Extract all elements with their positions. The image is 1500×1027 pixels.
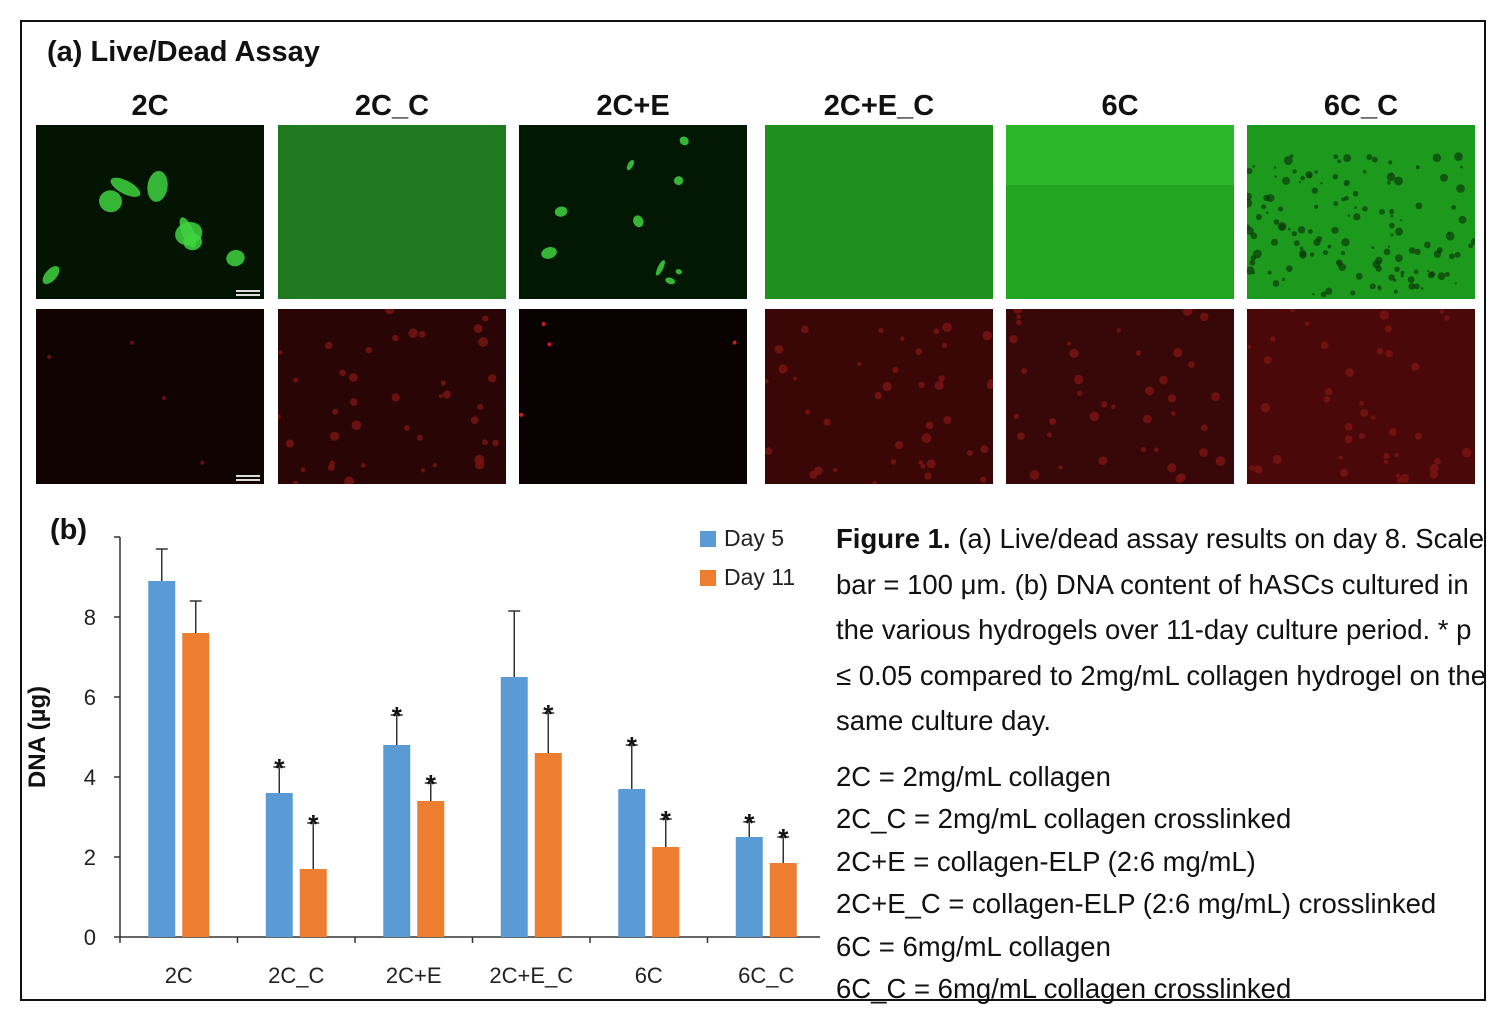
bar-day5: [500, 677, 528, 937]
significance-star: *: [274, 753, 285, 783]
x-tick-label: 2C: [165, 963, 193, 988]
y-tick-label: 6: [84, 685, 96, 710]
column-label-6c-c: 6C_C: [1323, 90, 1399, 122]
live-image-6c: [1006, 125, 1234, 299]
bar-day5: [148, 581, 176, 937]
x-tick-label: 6C: [635, 963, 663, 988]
column-label-2c-e-c: 2C+E_C: [823, 90, 935, 122]
panel-a-title: (a) Live/Dead Assay: [47, 36, 320, 68]
legend-label: Day 5: [724, 525, 784, 551]
dead-image-2c: [36, 309, 264, 484]
bar-day11: [182, 633, 210, 937]
bar-day11: [299, 869, 327, 937]
y-tick-label: 2: [84, 845, 96, 870]
dead-image-2c-e-c: [765, 309, 993, 484]
dead-image-2c-c: [278, 309, 506, 484]
scale-bar-dead-line2: [236, 479, 260, 481]
significance-star: *: [308, 809, 319, 839]
dead-image-2c-e: [519, 309, 747, 484]
definition-2c-c: 2C_C = 2mg/mL collagen crosslinked: [836, 803, 1292, 835]
x-tick-label: 2C+E_C: [489, 963, 573, 988]
column-label-6c: 6C: [1101, 90, 1139, 122]
y-axis-label: DNA (µg): [24, 686, 51, 788]
bar-day11: [769, 863, 797, 937]
bar-day5: [265, 793, 293, 937]
bar-day11: [534, 753, 562, 937]
figure-caption: Figure 1. (a) Live/dead assay results on…: [836, 516, 1488, 744]
bar-day5: [618, 789, 646, 937]
column-label-2c-e: 2C+E: [596, 90, 670, 122]
live-image-2c-e-c: [765, 125, 993, 299]
live-image-6c-c: [1247, 125, 1475, 299]
legend-swatch: [700, 570, 716, 586]
x-tick-label: 6C_C: [738, 963, 794, 988]
definition-2c-e-c: 2C+E_C = collagen-ELP (2:6 mg/mL) crossl…: [836, 888, 1437, 920]
legend-swatch: [700, 531, 716, 547]
bar-day5: [383, 745, 411, 937]
significance-star: *: [392, 701, 403, 731]
legend-label: Day 11: [724, 564, 795, 590]
definition-2c: 2C = 2mg/mL collagen: [836, 761, 1111, 792]
column-label-2c-c: 2C_C: [354, 90, 430, 122]
x-tick-label: 2C+E: [386, 963, 442, 988]
significance-star: *: [543, 699, 554, 729]
significance-star: *: [744, 808, 755, 838]
definitions-list: 2C = 2mg/mL collagen 2C_C = 2mg/mL colla…: [836, 756, 1488, 1010]
column-label-2c: 2C: [131, 90, 169, 122]
bar-day11: [417, 801, 445, 937]
definition-2c-e: 2C+E = collagen-ELP (2:6 mg/mL): [836, 845, 1256, 877]
significance-star: *: [627, 731, 638, 761]
significance-star: *: [426, 769, 437, 799]
figure-frame: [20, 20, 1486, 1001]
scale-bar-dead: [236, 475, 260, 477]
definition-6c-c: 6C_C = 6mg/mL collagen crosslinked: [836, 973, 1292, 1005]
panel-b-label: (b): [50, 514, 88, 546]
live-image-2c: [36, 125, 264, 299]
bar-day5: [735, 837, 763, 937]
x-tick-label: 2C_C: [268, 963, 324, 988]
scale-bar-live: [236, 290, 260, 292]
bar-day11: [652, 847, 680, 937]
dna-bar-chart: 0 2 4 6 8 DNA (µg) 2C 2C_C * * 2C+E * * 2C+E_C * 6C * * 6C…: [24, 525, 820, 988]
dead-image-6c: [1006, 309, 1234, 484]
caption-text: (a) Live/dead assay results on day 8. Sc…: [836, 523, 1487, 737]
scale-bar-live-line2: [236, 294, 260, 296]
y-tick-label: 8: [84, 605, 96, 630]
live-image-2c-e: [519, 125, 747, 299]
y-tick-label: 4: [84, 765, 96, 790]
caption-label: Figure 1.: [836, 523, 951, 554]
y-tick-label: 0: [84, 925, 96, 950]
dead-image-6c-c: [1247, 309, 1475, 484]
definition-6c: 6C = 6mg/mL collagen: [836, 930, 1111, 962]
significance-star: *: [661, 805, 672, 835]
significance-star: *: [778, 823, 789, 853]
live-image-2c-c: [278, 125, 506, 299]
